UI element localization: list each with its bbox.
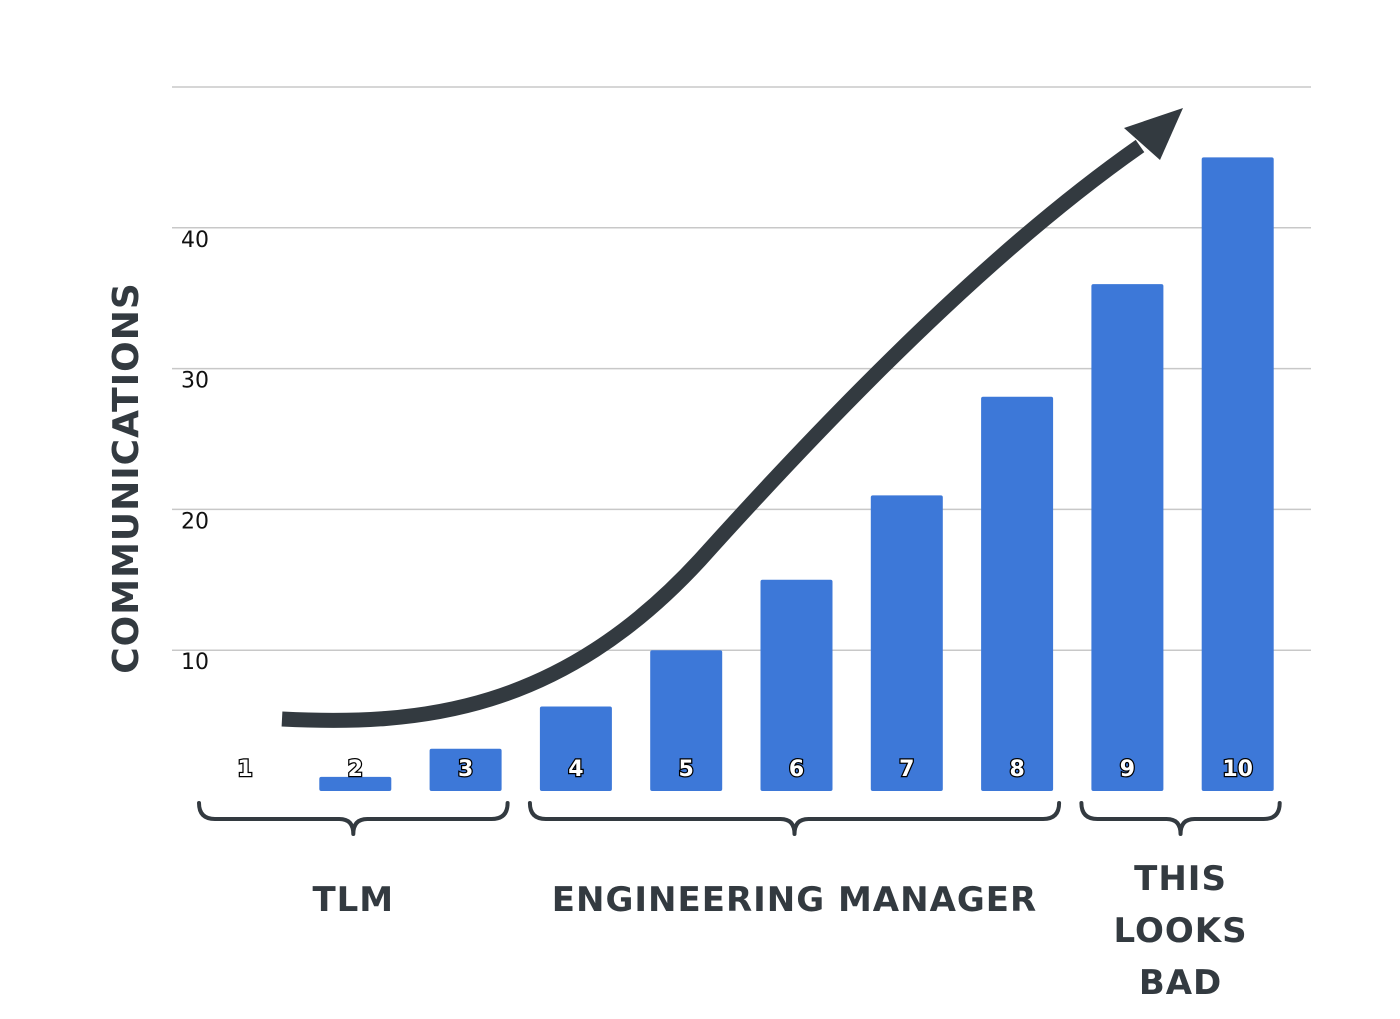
bar bbox=[1091, 284, 1164, 791]
y-axis-ticks: 10 20 30 40 bbox=[181, 228, 209, 675]
group-label: THIS bbox=[1134, 859, 1227, 899]
bars: 1 2 3 4 5 6 7 8 9 10 bbox=[236, 157, 1274, 791]
group-label: LOOKS bbox=[1114, 911, 1248, 951]
bar-label: 10 bbox=[1222, 757, 1253, 782]
group-label: BAD bbox=[1139, 963, 1222, 1003]
bar bbox=[429, 748, 502, 791]
bar-label: 4 bbox=[568, 757, 583, 782]
bar bbox=[650, 650, 723, 791]
bar-label: 8 bbox=[1009, 757, 1024, 782]
y-tick-label: 10 bbox=[181, 650, 209, 675]
bar-label: 9 bbox=[1120, 757, 1135, 782]
bar-label: 6 bbox=[789, 757, 804, 782]
bar bbox=[870, 495, 943, 791]
bar-label: 3 bbox=[458, 757, 473, 782]
bar bbox=[539, 706, 612, 791]
bar bbox=[760, 579, 833, 791]
group-label: TLM bbox=[312, 880, 394, 920]
y-tick-label: 20 bbox=[181, 509, 209, 534]
y-tick-label: 40 bbox=[181, 228, 209, 253]
y-tick-label: 30 bbox=[181, 369, 209, 394]
bar-label: 1 bbox=[237, 757, 252, 782]
trend-arrow-head bbox=[1124, 108, 1183, 160]
y-axis-label: COMMUNICATIONS bbox=[106, 282, 147, 674]
trend-arrow bbox=[281, 139, 1145, 728]
group-bracket bbox=[197, 801, 510, 836]
group-label: ENGINEERING MANAGER bbox=[552, 880, 1037, 920]
bar-label: 2 bbox=[348, 757, 363, 782]
bar-label: 7 bbox=[899, 757, 914, 782]
bar bbox=[981, 396, 1054, 791]
bar bbox=[1201, 157, 1274, 791]
bar bbox=[319, 776, 392, 791]
bar-label: 5 bbox=[679, 757, 694, 782]
group-bracket bbox=[527, 801, 1062, 836]
trend-arrow-layer bbox=[281, 108, 1183, 728]
group-bracket bbox=[1079, 801, 1282, 836]
group-brackets: TLM ENGINEERING MANAGER THIS LOOKS BAD bbox=[197, 801, 1282, 1003]
